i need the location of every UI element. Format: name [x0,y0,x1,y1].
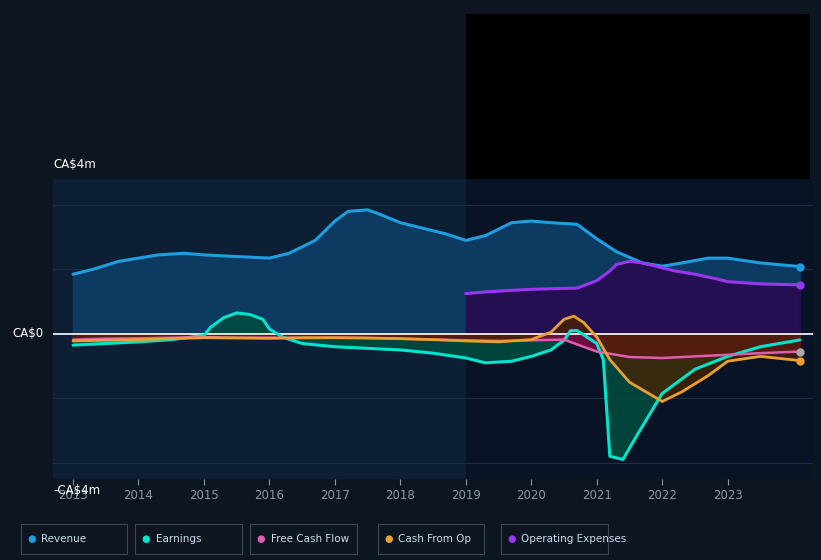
Text: ●: ● [507,534,516,544]
Bar [466,179,813,479]
Text: /yr: /yr [704,136,722,146]
Text: CA$4m: CA$4m [53,158,96,171]
Text: Cash From Op: Cash From Op [398,534,471,544]
Text: -CA$194.731k: -CA$194.731k [631,79,717,89]
Text: Revenue: Revenue [476,52,523,62]
Text: -CA$834.746k: -CA$834.746k [631,110,717,120]
Text: /yr: /yr [686,162,704,172]
Text: /yr: /yr [704,79,722,89]
Text: Operating Expenses: Operating Expenses [476,162,586,172]
Text: -9.3% profit margin: -9.3% profit margin [631,99,737,109]
Text: Operating Expenses: Operating Expenses [521,534,626,544]
Text: CA$0: CA$0 [12,328,44,340]
Text: /yr: /yr [686,52,704,62]
Text: ●: ● [142,534,150,544]
Text: Revenue: Revenue [41,534,86,544]
Text: ●: ● [27,534,35,544]
Text: /yr: /yr [704,110,722,120]
Text: -CA$4m: -CA$4m [53,484,100,497]
Text: CA$1.521m: CA$1.521m [631,162,700,172]
Text: Earnings: Earnings [156,534,201,544]
Text: ●: ● [384,534,392,544]
Text: Free Cash Flow: Free Cash Flow [271,534,349,544]
Text: CA$2.090m: CA$2.090m [631,52,700,62]
Text: Earnings: Earnings [476,79,523,89]
Text: ●: ● [257,534,265,544]
Text: Sep 30 2023: Sep 30 2023 [476,34,563,47]
Text: -CA$834.746k: -CA$834.746k [631,136,717,146]
Text: Cash From Op: Cash From Op [476,136,553,146]
Text: Free Cash Flow: Free Cash Flow [476,110,557,120]
